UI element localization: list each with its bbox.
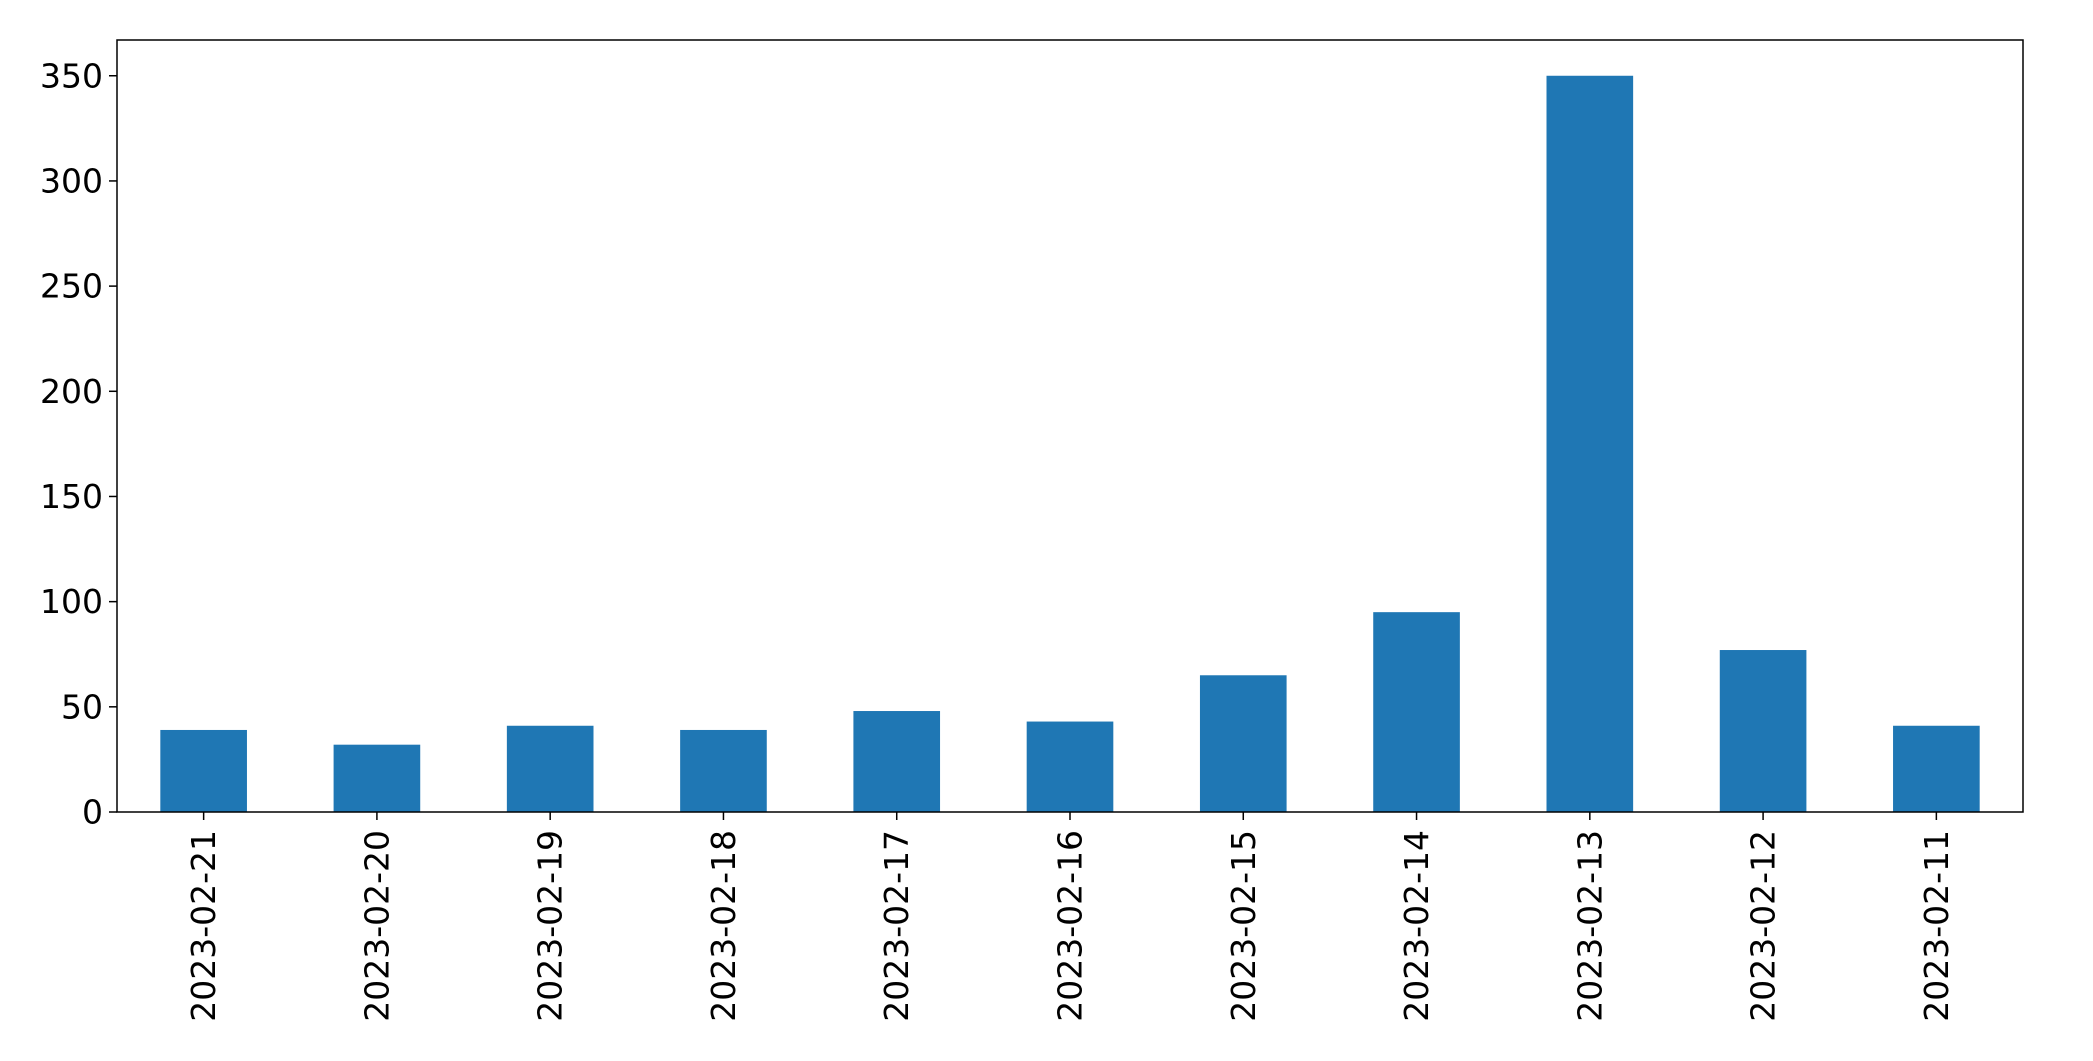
y-tick-label: 0 [82,793,103,832]
x-tick-label: 2023-02-20 [357,830,396,1022]
bar-2023-02-11 [1893,725,1980,812]
bar-2023-02-18 [680,729,767,812]
x-tick-label: 2023-02-17 [877,830,916,1022]
bar-2023-02-20 [333,744,421,812]
bar-2023-02-17 [853,711,941,812]
y-axis: 0 50 100 150 200 250 300 350 [40,56,117,832]
y-tick-label: 50 [61,687,103,726]
x-axis: 2023-02-21 2023-02-20 2023-02-19 2023-02-18… [184,812,1956,1022]
bar-2023-02-13 [1546,75,1634,813]
x-tick-label: 2023-02-15 [1224,830,1263,1022]
plot-frame [116,39,2024,813]
x-tick-label: 2023-02-12 [1744,830,1783,1022]
bars-group [160,75,1980,813]
x-tick-label: 2023-02-21 [184,830,223,1022]
x-tick-label: 2023-02-14 [1397,830,1436,1022]
bar-2023-02-19 [506,725,594,812]
x-tick-label: 2023-02-19 [531,830,570,1022]
y-tick-label: 150 [40,477,103,516]
y-tick-label: 250 [40,267,103,306]
x-tick-label: 2023-02-13 [1570,830,1609,1022]
bar-2023-02-12 [1719,650,1807,812]
bar-2023-02-14 [1373,612,1460,812]
bar-2023-02-21 [160,729,247,812]
y-tick-label: 350 [40,56,103,95]
bar-2023-02-16 [1026,721,1114,812]
bar-2023-02-15 [1199,675,1287,812]
x-tick-label: 2023-02-16 [1051,830,1090,1022]
x-tick-label: 2023-02-18 [704,830,743,1022]
y-tick-label: 100 [40,582,103,621]
y-tick-label: 200 [40,372,103,411]
y-tick-label: 300 [40,161,103,200]
x-tick-label: 2023-02-11 [1917,830,1956,1022]
